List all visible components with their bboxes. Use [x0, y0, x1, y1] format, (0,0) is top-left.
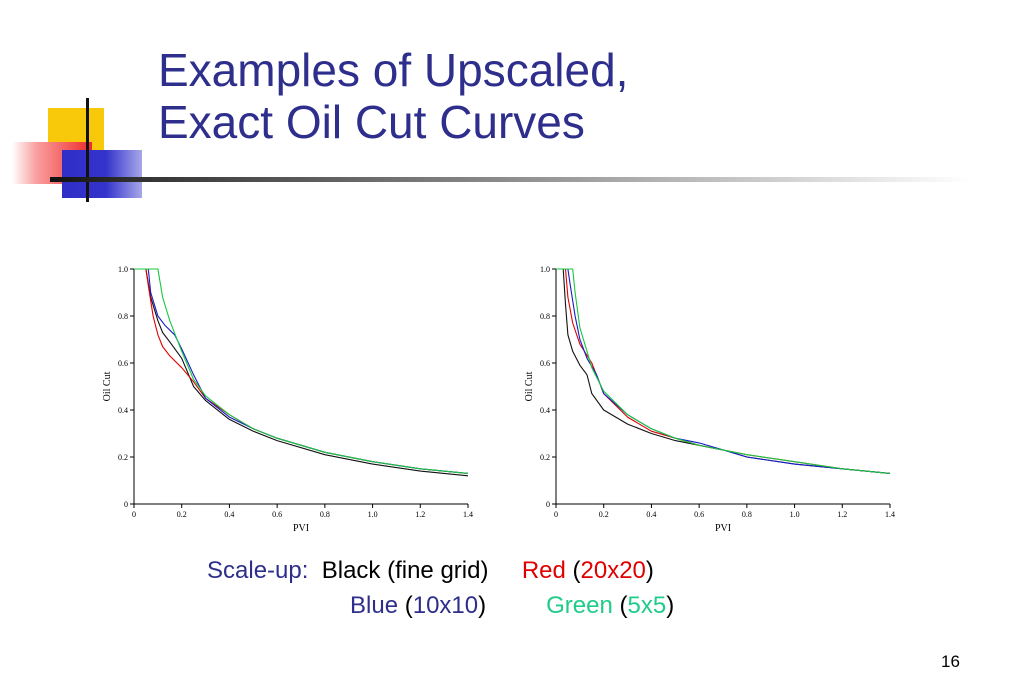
x-tick-label: 1.0 [790, 510, 800, 519]
x-tick-label: 1.4 [463, 510, 473, 519]
x-axis-label: PVI [715, 523, 731, 534]
y-axis-label: Oil Cut [102, 371, 113, 401]
x-tick-label: 0.8 [320, 510, 330, 519]
series-line-0 [556, 268, 891, 474]
slide-title: Examples of Upscaled, Exact Oil Cut Curv… [158, 44, 628, 148]
series-line-1 [556, 268, 891, 474]
slide-title-line2: Exact Oil Cut Curves [158, 96, 585, 148]
decor-vertical-line [86, 98, 89, 202]
legend-red-grid: 20x20 [580, 557, 646, 584]
x-tick-label: 0.4 [224, 510, 234, 519]
y-tick-label: 0.4 [540, 406, 550, 415]
oil-cut-chart-right: 0 0.2 0.4 0.6 0.8 1.0 1.2 1.4 0 0.2 0.4 0.6 0.8 1.0 PV… [524, 265, 895, 534]
y-tick-label: 0 [124, 500, 128, 509]
legend-red-label: Red [521, 557, 566, 584]
legend-green-label: Green [546, 592, 613, 619]
x-tick-label: 1.0 [368, 510, 378, 519]
series-line-1 [134, 268, 469, 474]
legend-blue-open: ( [404, 592, 413, 619]
y-tick-label: 0.6 [540, 359, 550, 368]
legend-red-close: ) [645, 557, 654, 584]
y-tick-label: 0.2 [118, 453, 128, 462]
legend-prefix: Scale-up: [207, 557, 309, 584]
x-tick-label: 0.4 [646, 510, 656, 519]
series-line-3 [134, 268, 469, 474]
legend-green-grid: 5x5 [627, 592, 667, 619]
y-tick-label: 1.0 [118, 265, 128, 274]
legend-green-close: ) [666, 592, 675, 619]
legend-row-2: Blue (10x10) Green (5x5) [350, 592, 674, 620]
y-tick-label: 0.8 [118, 312, 128, 321]
slide-title-line1: Examples of Upscaled, [158, 44, 629, 96]
x-tick-label: 0.8 [742, 510, 752, 519]
legend-green-open: ( [619, 592, 628, 619]
x-tick-label: 0.2 [177, 510, 187, 519]
legend-blue-grid: 10x10 [412, 592, 479, 619]
x-tick-label: 1.2 [837, 510, 847, 519]
title-underline [50, 177, 970, 182]
y-tick-label: 0.4 [118, 406, 128, 415]
page-number: 16 [941, 652, 960, 671]
series-line-2 [556, 268, 891, 474]
x-tick-label: 0 [554, 510, 558, 519]
y-tick-label: 0 [546, 500, 550, 509]
legend-row-1: Scale-up: Black (fine grid) Red (20x20) [207, 557, 654, 585]
x-tick-label: 0.6 [272, 510, 282, 519]
x-tick-label: 0.6 [694, 510, 704, 519]
legend-blue-label: Blue [350, 592, 399, 619]
y-tick-label: 0.8 [540, 312, 550, 321]
legend-red-open: ( [572, 557, 581, 584]
y-axis-label: Oil Cut [524, 371, 535, 401]
series-line-0 [134, 268, 469, 477]
legend-blue-close: ) [478, 592, 487, 619]
y-tick-label: 0.6 [118, 359, 128, 368]
x-tick-label: 1.4 [885, 510, 895, 519]
x-tick-label: 1.2 [415, 510, 425, 519]
y-tick-label: 1.0 [540, 265, 550, 274]
decor-blue-square [62, 150, 142, 198]
y-tick-label: 0.2 [540, 453, 550, 462]
legend-black-label: Black (fine grid) [321, 557, 489, 584]
oil-cut-chart-left: 0 0.2 0.4 0.6 0.8 1.0 1.2 1.4 0 0.2 0.4 0.6 0.8 1.0 PV… [102, 265, 473, 534]
x-axis-label: PVI [293, 523, 309, 534]
x-tick-label: 0.2 [599, 510, 609, 519]
x-tick-label: 0 [132, 510, 136, 519]
series-line-3 [556, 268, 891, 474]
